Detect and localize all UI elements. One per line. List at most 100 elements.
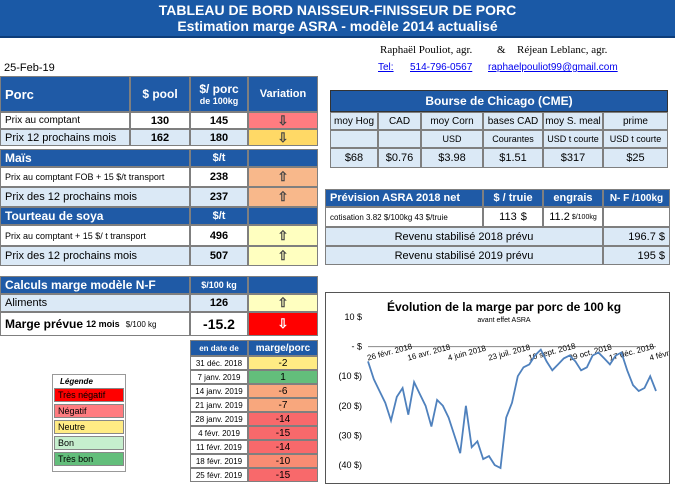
bourse-col-value: $1.51 — [483, 148, 543, 168]
cotisation-label: cotisation 3.82 $/100kg 43 $/truie — [325, 207, 483, 227]
porc-100kg-header: $/ porc de 100kg — [190, 76, 248, 112]
tourteau-header: Tourteau de soya — [0, 207, 190, 225]
author-1: Raphaël Pouliot, agr. — [380, 44, 473, 56]
variation-header: Variation — [248, 76, 318, 112]
bourse-col-header: CAD — [378, 112, 421, 130]
tel-label: Tel: — [378, 62, 394, 73]
margin-chart-svg: Évolution de la marge par porc de 100 kg… — [338, 299, 675, 470]
prevision-header: Prévision ASRA 2018 net — [325, 189, 483, 207]
revenu-2019-value: 195 $ — [603, 246, 670, 265]
x-tick-label: 26 févr. 2018 — [366, 342, 414, 363]
prevision-nf-header: N- F /100kg — [603, 189, 670, 207]
mais-row-12mois-label: Prix des 12 prochains mois — [0, 187, 190, 207]
porc-row-comptant-value: 145 — [190, 112, 248, 129]
calculs-header: Calculs marge modèle N-F — [0, 276, 190, 294]
history-marge-value: 1 — [248, 370, 318, 384]
arrow-up-icon: ⇧ — [248, 294, 318, 312]
y-tick-label: (10 $) — [338, 371, 362, 381]
author-2: Réjean Leblanc, agr. — [517, 44, 608, 56]
legend-item: Neutre — [54, 420, 124, 434]
history-date: 14 janv. 2019 — [190, 384, 248, 398]
dashboard-title: TABLEAU DE BORD NAISSEUR-FINISSEUR DE PO… — [158, 2, 517, 18]
email-link[interactable]: raphaelpouliot99@gmail.com — [488, 62, 618, 73]
porc-row-12mois-label: Prix 12 prochains mois — [0, 129, 130, 146]
history-marge-value: -6 — [248, 384, 318, 398]
bourse-col-unit: Courantes — [483, 130, 543, 148]
engrais-unit: $/100kg — [571, 213, 597, 221]
history-marge-value: -14 — [248, 412, 318, 426]
x-tick-label: 23 juil. 2018 — [487, 343, 532, 363]
bourse-col-unit — [378, 130, 421, 148]
prevision-engrais-header: engrais — [543, 189, 603, 207]
history-marge-value: -14 — [248, 440, 318, 454]
bourse-col-unit: USD t courte — [603, 130, 668, 148]
bourse-col-value: $317 — [543, 148, 603, 168]
history-date: 28 janv. 2019 — [190, 412, 248, 426]
cotisation-currency: $ — [520, 211, 527, 223]
porc-pool-header: $ pool — [130, 76, 190, 112]
title-banner: TABLEAU DE BORD NAISSEUR-FINISSEUR DE PO… — [0, 0, 675, 38]
history-date: 18 févr. 2019 — [190, 454, 248, 468]
bourse-header: Bourse de Chicago (CME) — [330, 90, 668, 112]
dashboard-subtitle: Estimation marge ASRA - modèle 2014 actu… — [177, 18, 498, 34]
legend-item: Très négatif — [54, 388, 124, 402]
y-tick-label: (30 $) — [338, 430, 362, 440]
legend-item: Négatif — [54, 404, 124, 418]
porc-100kg-header-line1: $/ porc — [199, 82, 239, 96]
arrow-up-icon: ⇧ — [248, 167, 318, 187]
arrow-up-icon: ⇧ — [248, 187, 318, 207]
bourse-col-unit: USD — [421, 130, 483, 148]
chart-title: Évolution de la marge par porc de 100 kg — [387, 299, 621, 314]
tourteau-row-12mois-value: 507 — [190, 246, 248, 266]
bourse-col-value: $0.76 — [378, 148, 421, 168]
arrow-down-icon: ⇩ — [248, 129, 318, 146]
x-tick-label: 17 déc. 2018 — [608, 342, 656, 363]
porc-100kg-header-line2: de 100kg — [199, 96, 239, 106]
bourse-col-header: prime — [603, 112, 668, 130]
x-tick-label: 16 avr. 2018 — [407, 342, 452, 362]
aliments-label: Aliments — [0, 294, 190, 312]
margin-chart: Évolution de la marge par porc de 100 kg… — [325, 292, 675, 484]
tourteau-row-comptant-value: 496 — [190, 225, 248, 246]
history-date: 7 janv. 2019 — [190, 370, 248, 384]
phone-link[interactable]: 514-796-0567 — [410, 62, 473, 73]
arrow-up-icon: ⇧ — [248, 246, 318, 266]
history-marge-value: -7 — [248, 398, 318, 412]
engrais-value: 11.2 — [549, 211, 570, 223]
history-marge-header: marge/porc — [248, 340, 318, 356]
report-date: 25-Feb-19 — [4, 62, 55, 74]
arrow-up-icon: ⇧ — [248, 225, 318, 246]
history-date: 25 févr. 2019 — [190, 468, 248, 482]
cotisation-value-cell: 113 $ — [483, 207, 543, 227]
revenu-2018-value: 196.7 $ — [603, 227, 670, 246]
y-tick-label: 10 $ — [344, 312, 362, 322]
marge-prevue-value: -15.2 — [190, 312, 248, 336]
tourteau-header-blank — [248, 207, 318, 225]
marge-prevue-label: Marge prévue — [5, 317, 84, 331]
tourteau-row-comptant-label: Prix au comptant + 15 $/ t transport — [0, 225, 190, 246]
tourteau-row-12mois-label: Prix des 12 prochains mois — [0, 246, 190, 266]
history-marge-value: -10 — [248, 454, 318, 468]
bourse-col-unit — [330, 130, 378, 148]
arrow-down-icon: ⇩ — [248, 112, 318, 129]
calculs-header-blank — [248, 276, 318, 294]
mais-row-comptant-label: Prix au comptant FOB + 15 $/t transport — [0, 167, 190, 187]
legend-title: Légende — [60, 377, 93, 386]
porc-row-12mois-pool: 162 — [130, 129, 190, 146]
legend-item: Très bon — [54, 452, 124, 466]
history-date: 31 déc. 2018 — [190, 356, 248, 370]
mais-header-blank — [248, 149, 318, 167]
author-separator: & — [497, 44, 506, 56]
chart-subtitle: avant effet ASRA — [477, 317, 531, 324]
y-tick-label: (20 $) — [338, 401, 362, 411]
bourse-col-header: moy Corn — [421, 112, 483, 130]
y-tick-label: (40 $) — [338, 460, 362, 470]
mais-header: Maïs — [0, 149, 190, 167]
margin-series-line — [367, 348, 657, 470]
bourse-col-header: moy Hog — [330, 112, 378, 130]
revenu-2019-label: Revenu stabilisé 2019 prévu — [325, 246, 603, 265]
porc-header: Porc — [0, 76, 130, 112]
nf-value-cell — [603, 207, 670, 227]
engrais-value-cell: 11.2 $/100kg — [543, 207, 603, 227]
marge-prevue-period: 12 mois — [86, 319, 120, 329]
